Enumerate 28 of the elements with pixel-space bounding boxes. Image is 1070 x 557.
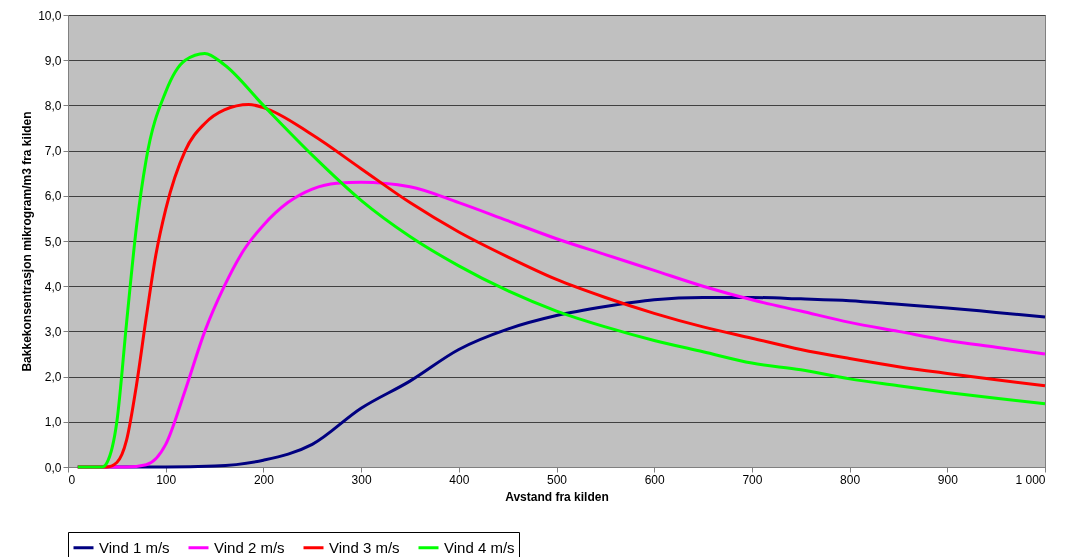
y-tick-label: 4,0 xyxy=(44,279,62,294)
x-tick-label: 1 000 xyxy=(1015,472,1046,487)
y-tick-label: 10,0 xyxy=(38,8,62,23)
y-tick-label: 0,0 xyxy=(44,460,62,475)
legend-label: Vind 2 m/s xyxy=(214,538,285,556)
y-axis-title: Bakkekonsentrasjon mikrogram/m3 fra kilden xyxy=(20,111,35,372)
y-tick-label: 9,0 xyxy=(44,53,62,68)
x-axis-title: Avstand fra kilden xyxy=(505,489,609,504)
y-tick-label: 2,0 xyxy=(44,370,62,385)
x-tick-label: 300 xyxy=(351,472,372,487)
legend-label: Vind 4 m/s xyxy=(444,538,515,556)
x-tick-label: 700 xyxy=(742,472,763,487)
x-tick-label: 600 xyxy=(644,472,666,487)
x-tick-label: 100 xyxy=(156,472,177,487)
legend-label: Vind 3 m/s xyxy=(329,538,400,556)
x-tick-label: 0 xyxy=(68,472,76,487)
x-tick-label: 800 xyxy=(840,472,861,487)
x-tick-label: 900 xyxy=(937,472,959,487)
x-tick-label: 200 xyxy=(253,472,275,487)
x-tick-label: 400 xyxy=(449,472,470,487)
y-tick-label: 3,0 xyxy=(44,324,62,339)
legend-label: Vind 1 m/s xyxy=(99,538,170,556)
y-tick-label: 7,0 xyxy=(44,144,62,159)
y-tick-label: 6,0 xyxy=(44,189,62,204)
y-tick-label: 5,0 xyxy=(44,234,62,249)
y-tick-label: 1,0 xyxy=(44,415,62,430)
y-tick-label: 8,0 xyxy=(44,98,62,113)
x-tick-label: 500 xyxy=(546,472,568,487)
